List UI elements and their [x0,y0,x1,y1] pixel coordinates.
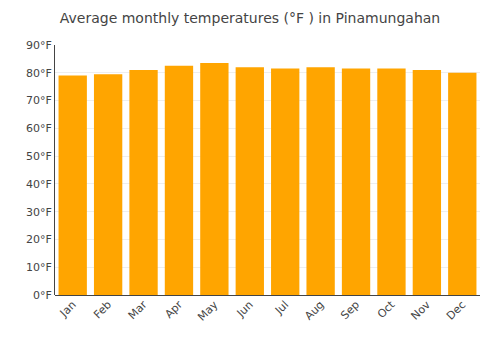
svg-text:Average monthly temperatures (: Average monthly temperatures (°F ) in Pi… [60,10,441,26]
svg-text:Apr: Apr [162,298,185,321]
svg-text:Nov: Nov [409,298,434,323]
svg-text:20°F: 20°F [26,233,52,246]
svg-text:80°F: 80°F [26,67,52,80]
svg-text:90°F: 90°F [26,39,52,52]
svg-text:Jan: Jan [57,298,79,320]
svg-text:50°F: 50°F [26,150,52,163]
svg-text:60°F: 60°F [26,122,52,135]
svg-text:Dec: Dec [444,298,468,322]
svg-text:10°F: 10°F [26,261,52,274]
svg-text:0°F: 0°F [33,289,52,302]
svg-text:Sep: Sep [338,298,362,322]
svg-text:Jun: Jun [234,298,256,320]
svg-text:Jul: Jul [272,298,291,317]
svg-text:Feb: Feb [91,298,114,321]
svg-text:Oct: Oct [375,298,398,321]
svg-text:30°F: 30°F [26,206,52,219]
svg-text:40°F: 40°F [26,178,52,191]
svg-text:Aug: Aug [302,298,326,322]
svg-text:May: May [195,298,221,324]
svg-text:Mar: Mar [126,298,150,322]
svg-text:70°F: 70°F [26,94,52,107]
